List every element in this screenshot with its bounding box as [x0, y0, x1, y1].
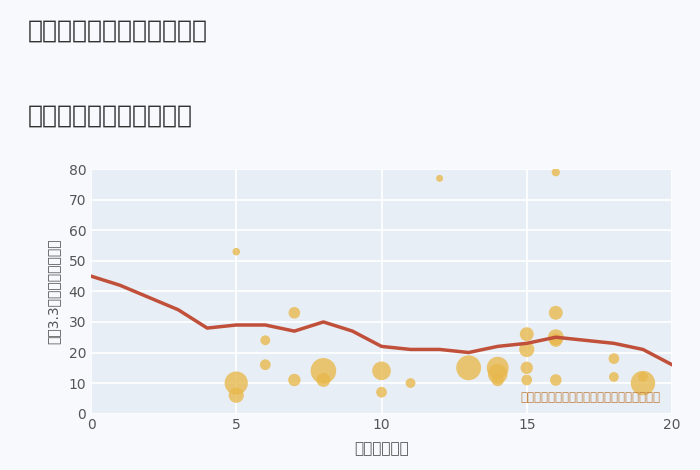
Point	[231, 248, 242, 255]
Point	[231, 379, 242, 387]
Point	[550, 309, 561, 317]
Point	[608, 373, 620, 381]
Point	[521, 364, 532, 371]
Point	[608, 355, 620, 362]
Point	[638, 379, 649, 387]
Text: 兵庫県豊岡市出石町伊豆の: 兵庫県豊岡市出石町伊豆の	[28, 19, 208, 43]
Point	[521, 376, 532, 384]
Text: 駅距離別中古戸建て価格: 駅距離別中古戸建て価格	[28, 103, 193, 127]
Point	[231, 392, 242, 399]
Point	[434, 175, 445, 182]
Point	[260, 361, 271, 368]
X-axis label: 駅距離（分）: 駅距離（分）	[354, 441, 409, 456]
Point	[318, 367, 329, 375]
Point	[463, 364, 475, 371]
Point	[492, 364, 503, 371]
Point	[376, 388, 387, 396]
Point	[550, 168, 561, 176]
Point	[318, 376, 329, 384]
Point	[550, 334, 561, 341]
Point	[521, 330, 532, 338]
Point	[550, 337, 561, 344]
Point	[492, 376, 503, 384]
Point	[405, 379, 416, 387]
Point	[550, 376, 561, 384]
Y-axis label: 坪（3.3㎡）単価（万円）: 坪（3.3㎡）単価（万円）	[46, 239, 60, 344]
Text: 円の大きさは、取引のあった物件面積を示す: 円の大きさは、取引のあった物件面積を示す	[520, 391, 660, 404]
Point	[289, 376, 300, 384]
Point	[521, 346, 532, 353]
Point	[260, 337, 271, 344]
Point	[638, 373, 649, 381]
Point	[289, 309, 300, 317]
Point	[492, 370, 503, 378]
Point	[376, 367, 387, 375]
